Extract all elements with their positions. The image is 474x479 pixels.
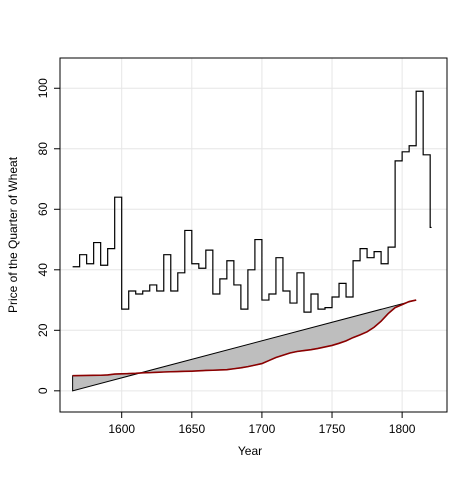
y-axis-label: Price of the Quarter of Wheat: [6, 156, 20, 313]
y-tick-label: 60: [36, 202, 50, 216]
x-tick-label: 1750: [319, 422, 346, 436]
x-tick-label: 1700: [249, 422, 276, 436]
x-tick-label: 1650: [178, 422, 205, 436]
y-tick-label: 20: [36, 323, 50, 337]
wage-area: [72, 299, 417, 392]
y-tick-label: 80: [36, 142, 50, 156]
x-tick-label: 1600: [108, 422, 135, 436]
x-tick-label: 1800: [389, 422, 416, 436]
y-tick-label: 0: [36, 387, 50, 394]
series-line: [72, 299, 417, 377]
y-tick-label: 100: [36, 78, 50, 98]
plot-frame: [59, 57, 448, 413]
y-tick-label: 40: [36, 263, 50, 277]
series-line: [72, 90, 432, 313]
x-axis-label: Year: [238, 444, 262, 458]
